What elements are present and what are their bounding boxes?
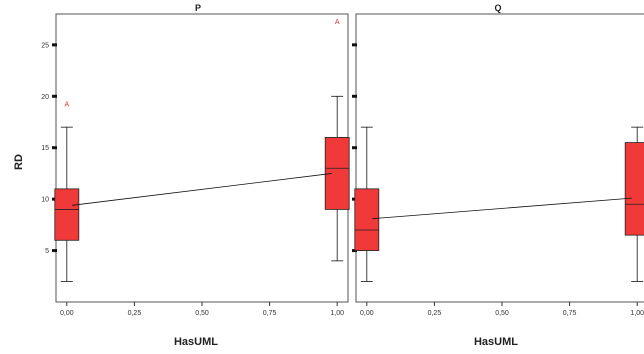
box-body [54,188,80,241]
y-tick-label: 15 [41,145,49,152]
x-tick-label: 0,75 [263,310,277,317]
x-tick-label: 0,50 [195,310,209,317]
fit-line [372,197,632,220]
panel-title: P [195,3,201,13]
x-tick-label: 0,25 [128,310,142,317]
box-1: A [324,19,350,262]
y-axis-label: RD [13,154,25,170]
panel-q: Q 0,00 0,25 0,50 0,75 1,00 HasUML [352,3,644,348]
x-tick-label: 0,50 [495,310,509,317]
x-tick-label: 1,00 [330,310,344,317]
fit-line [72,173,332,206]
outlier-marker: A [335,19,340,26]
box-body [624,142,644,236]
panel-title: Q [494,3,501,13]
plot-frame [55,13,349,303]
x-tick-label: 1,00 [630,310,644,317]
panel-p: P 5 10 15 20 25 0,00 0,25 0,50 0,75 1,00 HasUML A A [41,3,350,348]
y-tick-label: 10 [41,197,49,204]
x-tick-label: 0,00 [360,310,374,317]
box-1 [624,126,644,282]
box-0 [354,126,380,282]
x-tick-label: 0,75 [563,310,577,317]
outlier-marker: A [64,102,69,109]
x-tick-label: 0,00 [60,310,74,317]
panels: P 5 10 15 20 25 0,00 0,25 0,50 0,75 1,00 HasUML A A Q 0… [41,3,644,348]
x-axis-label: HasUML [174,336,218,348]
y-tick-label: 20 [41,94,49,101]
y-tick-label: 5 [45,248,49,255]
x-tick-label: 0,25 [428,310,442,317]
box-body [354,188,380,251]
plot-frame [355,13,644,303]
box-0: A [54,102,80,282]
y-tick-label: 25 [41,42,49,49]
x-axis-label: HasUML [474,336,518,348]
